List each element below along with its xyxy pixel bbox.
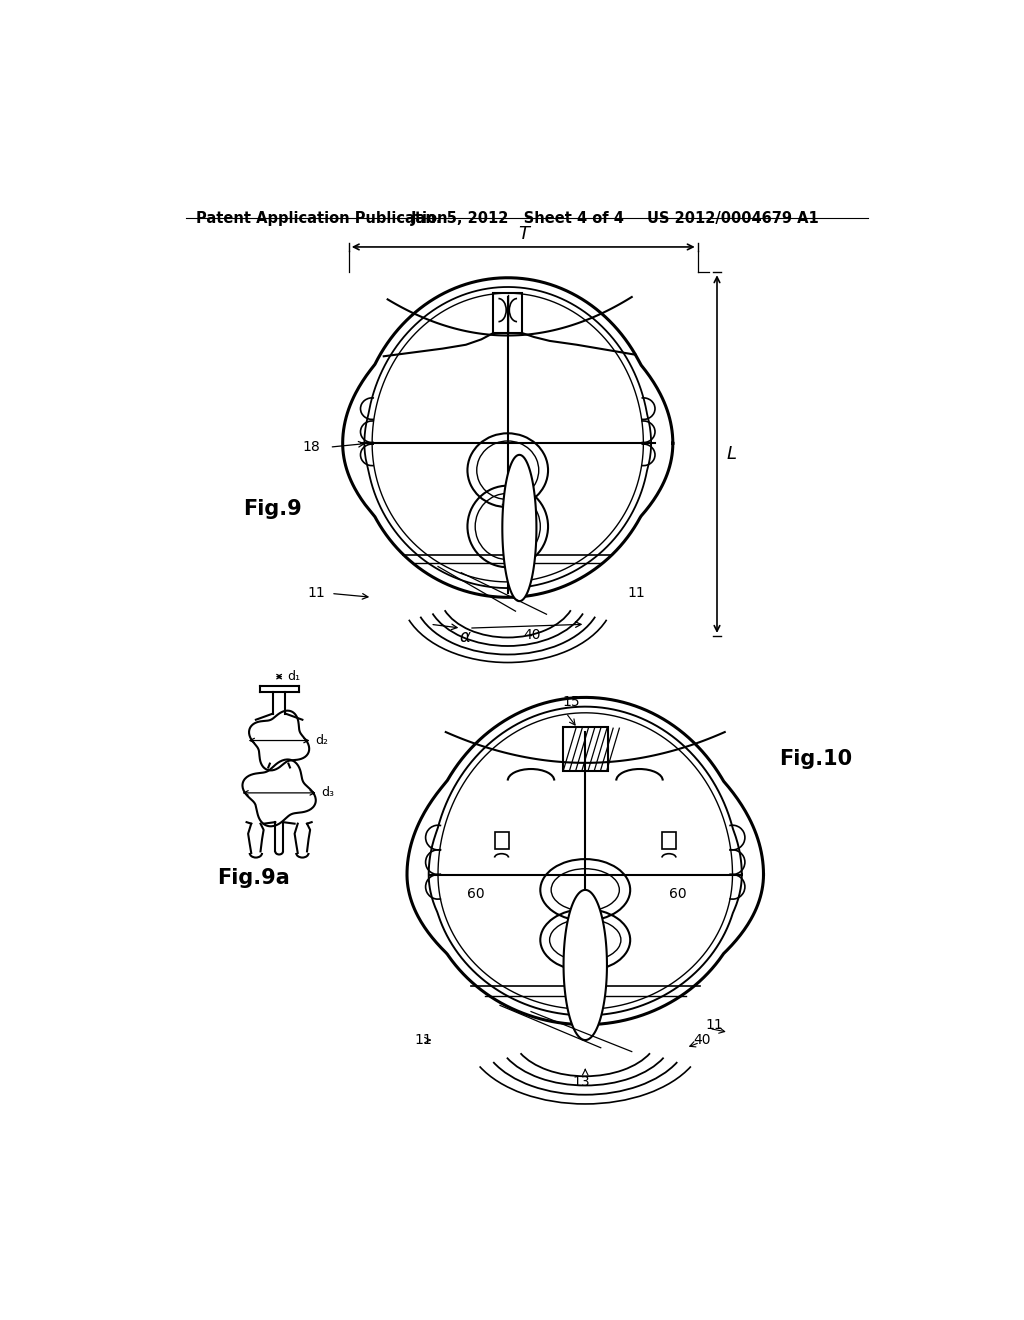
Bar: [493, 293, 522, 333]
Text: US 2012/0004679 A1: US 2012/0004679 A1: [647, 211, 819, 226]
Text: Patent Application Publication: Patent Application Publication: [197, 211, 447, 226]
Text: T: T: [518, 226, 528, 243]
Text: d₂: d₂: [314, 734, 328, 747]
Text: 60: 60: [669, 887, 686, 900]
Text: α: α: [460, 628, 471, 645]
Text: Fig.9: Fig.9: [243, 499, 301, 519]
Text: 11: 11: [415, 1034, 432, 1047]
Text: 18: 18: [589, 948, 607, 962]
Text: Fig.9a: Fig.9a: [217, 867, 290, 887]
Bar: [495, 832, 509, 849]
Text: 40: 40: [693, 1034, 712, 1047]
Text: 11: 11: [308, 586, 326, 601]
Text: L: L: [726, 445, 736, 463]
Text: 60: 60: [467, 887, 484, 900]
Text: 11: 11: [628, 586, 645, 601]
Text: Jan. 5, 2012   Sheet 4 of 4: Jan. 5, 2012 Sheet 4 of 4: [411, 211, 625, 226]
Bar: [662, 832, 676, 849]
Text: 11: 11: [706, 1018, 723, 1032]
Text: 15: 15: [562, 694, 580, 709]
Polygon shape: [563, 890, 607, 1040]
Text: d₃: d₃: [321, 787, 334, 800]
Text: Fig.10: Fig.10: [779, 748, 852, 770]
Bar: [563, 726, 607, 771]
Text: d₁: d₁: [288, 671, 301, 684]
Polygon shape: [503, 455, 537, 601]
Text: 40: 40: [523, 628, 541, 642]
Text: 13: 13: [572, 1074, 590, 1089]
Text: 18: 18: [302, 440, 321, 454]
